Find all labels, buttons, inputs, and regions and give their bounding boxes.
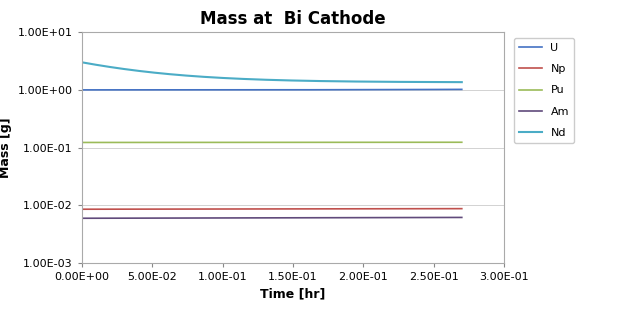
- Legend: U, Np, Pu, Am, Nd: U, Np, Pu, Am, Nd: [514, 38, 575, 143]
- Nd: [78, 60, 86, 64]
- Np: [78, 207, 86, 211]
- Am: [458, 215, 466, 219]
- U: [303, 88, 311, 92]
- Am: [78, 216, 86, 220]
- Am: [398, 216, 406, 220]
- X-axis label: Time [hr]: Time [hr]: [260, 288, 326, 301]
- Pu: [304, 140, 312, 144]
- Np: [398, 207, 406, 211]
- Title: Mass at  Bi Cathode: Mass at Bi Cathode: [200, 10, 386, 28]
- Np: [304, 207, 312, 211]
- Nd: [79, 61, 87, 65]
- Am: [79, 216, 87, 220]
- Nd: [311, 79, 318, 83]
- Line: U: U: [82, 89, 462, 90]
- Am: [304, 216, 312, 220]
- U: [423, 88, 430, 91]
- Np: [423, 207, 430, 211]
- Pu: [458, 140, 466, 144]
- Pu: [303, 140, 311, 144]
- U: [398, 88, 406, 91]
- Pu: [79, 141, 87, 144]
- Line: Am: Am: [82, 217, 462, 218]
- Nd: [423, 80, 430, 84]
- Pu: [423, 140, 430, 144]
- Pu: [311, 140, 318, 144]
- Np: [458, 207, 466, 211]
- Nd: [304, 79, 312, 83]
- U: [458, 87, 466, 91]
- U: [304, 88, 312, 92]
- Am: [423, 216, 430, 220]
- Nd: [303, 79, 311, 83]
- U: [78, 88, 86, 92]
- Pu: [78, 141, 86, 144]
- Y-axis label: Mass [g]: Mass [g]: [0, 117, 13, 178]
- Np: [311, 207, 318, 211]
- Pu: [398, 140, 406, 144]
- Am: [303, 216, 311, 220]
- Am: [311, 216, 318, 220]
- Np: [79, 207, 87, 211]
- U: [79, 88, 87, 92]
- U: [311, 88, 318, 92]
- Nd: [458, 80, 466, 84]
- Np: [303, 207, 311, 211]
- Nd: [398, 80, 406, 84]
- Line: Nd: Nd: [82, 62, 462, 82]
